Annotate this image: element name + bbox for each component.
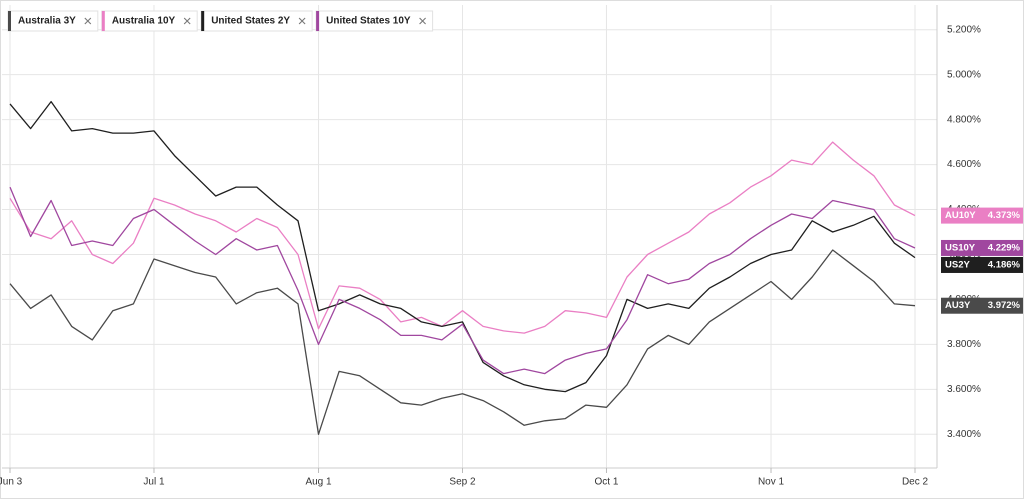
legend-close[interactable] (183, 17, 191, 25)
legend-swatch (101, 11, 105, 31)
legend-label[interactable]: Australia 10Y (112, 16, 176, 27)
x-tick-label: Aug 1 (305, 477, 332, 488)
legend-close[interactable] (419, 17, 426, 25)
end-tag-value: 4.373% (988, 210, 1021, 221)
x-tick-label: Jul 1 (143, 477, 165, 488)
legend-close[interactable] (84, 17, 92, 25)
y-tick-label: 4.800% (947, 114, 981, 125)
y-tick-label: 3.600% (947, 384, 981, 395)
legend-item[interactable]: Australia 3Y (7, 10, 99, 32)
y-tick-label: 3.800% (947, 339, 981, 350)
end-tag-box (941, 239, 1023, 256)
x-tick-label: Sep 2 (449, 477, 476, 488)
y-tick-label: 5.000% (947, 69, 981, 80)
end-tag-name: US2Y (945, 259, 970, 270)
legend-swatch (8, 11, 11, 31)
end-tag-box (941, 207, 1023, 224)
series-line (9, 100, 916, 393)
legend-label[interactable]: United States 2Y (211, 16, 290, 27)
legend-label[interactable]: Australia 3Y (18, 16, 76, 27)
x-tick-label: Dec 2 (902, 477, 929, 488)
end-tag-name: US10Y (945, 242, 976, 253)
legend-item[interactable]: Australia 10Y (101, 10, 198, 32)
end-tag-name: AU3Y (945, 300, 971, 311)
y-tick-label: 3.400% (947, 429, 981, 440)
series-line (9, 186, 916, 375)
series-line (9, 141, 916, 334)
plot-area (9, 100, 916, 435)
legend-item[interactable]: United States 2Y (200, 10, 313, 32)
x-tick-label: Jun 3 (0, 477, 23, 488)
end-tag-name: AU10Y (945, 210, 976, 221)
legend-item[interactable]: United States 10Y (315, 10, 434, 32)
legend: Australia 3Y Australia 10Y United States 2… (7, 10, 434, 32)
legend-label[interactable]: United States 10Y (326, 16, 411, 27)
legend-swatch (201, 11, 205, 31)
legend-close[interactable] (298, 17, 306, 25)
end-tag-value: 3.972% (988, 300, 1021, 311)
y-tick-label: 4.600% (947, 159, 981, 170)
axes: 3.400%3.600%3.800%4.000%4.200%4.400%4.60… (0, 5, 1023, 488)
end-tag-value: 4.229% (988, 242, 1021, 253)
end-tag-box (941, 297, 1023, 314)
end-tag-value: 4.186% (988, 259, 1021, 270)
x-tick-label: Oct 1 (595, 477, 619, 488)
x-tick-label: Nov 1 (758, 477, 785, 488)
series-line (9, 249, 916, 435)
end-tag-box (941, 256, 1023, 273)
y-tick-label: 5.200% (947, 24, 981, 35)
legend-swatch (316, 11, 320, 31)
